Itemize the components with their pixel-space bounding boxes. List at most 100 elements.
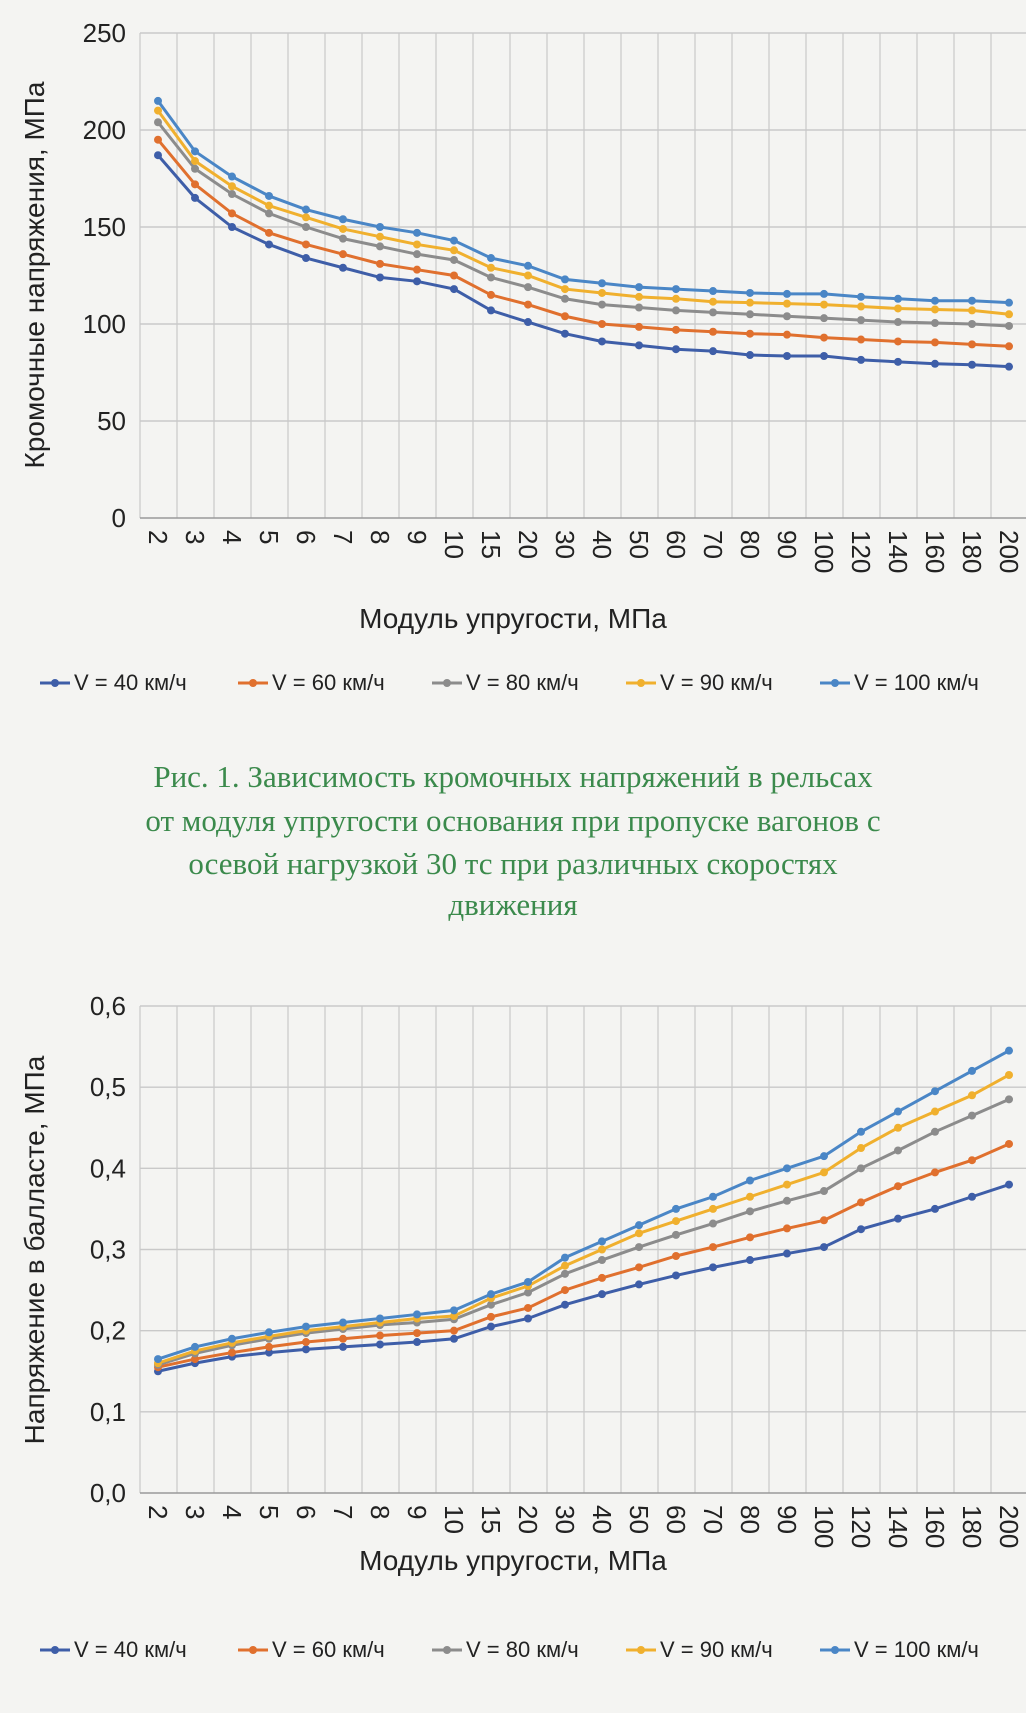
data-point xyxy=(561,285,569,294)
series-line xyxy=(156,100,1010,305)
data-point xyxy=(894,1214,902,1223)
data-point xyxy=(487,1290,495,1299)
data-point xyxy=(709,1243,717,1252)
y-tick-label: 0,0 xyxy=(90,1478,126,1508)
series-40-kmh xyxy=(154,151,1013,371)
data-point xyxy=(265,1328,273,1337)
data-point xyxy=(635,341,643,350)
data-point xyxy=(1005,298,1013,307)
data-point xyxy=(413,250,421,259)
data-point xyxy=(672,294,680,303)
data-point xyxy=(968,360,976,369)
series-line xyxy=(157,1183,1010,1373)
caption-line: Рис. 1. Зависимость кромочных напряжений… xyxy=(153,759,873,794)
data-point xyxy=(265,1342,273,1351)
x-tick-label: 80 xyxy=(735,530,765,559)
caption-line: осевой нагрузкой 30 тс при различных ско… xyxy=(188,846,838,881)
data-point xyxy=(154,118,162,127)
data-point xyxy=(450,271,458,280)
x-tick-label: 8 xyxy=(365,530,395,544)
x-tick-label: 140 xyxy=(883,530,913,573)
data-point xyxy=(228,209,236,218)
y-tick-label: 0,2 xyxy=(90,1316,126,1346)
legend-label: V = 80 км/ч xyxy=(466,670,579,695)
data-point xyxy=(968,306,976,315)
data-point xyxy=(154,106,162,115)
data-point xyxy=(1005,1095,1013,1104)
data-point xyxy=(968,1091,976,1100)
legend-label: V = 100 км/ч xyxy=(854,1637,979,1662)
legend-marker xyxy=(249,1646,257,1654)
x-tick-label: 10 xyxy=(439,1505,469,1534)
data-point xyxy=(635,303,643,312)
data-point xyxy=(524,1288,532,1297)
data-point xyxy=(450,285,458,294)
data-point xyxy=(894,1182,902,1191)
data-point xyxy=(413,240,421,249)
legend-marker xyxy=(51,1646,59,1654)
data-point xyxy=(709,287,717,296)
data-point xyxy=(820,300,828,309)
data-point xyxy=(857,355,865,364)
data-point xyxy=(524,1277,532,1286)
x-tick-label: 200 xyxy=(994,530,1024,573)
data-point xyxy=(228,172,236,181)
series-line xyxy=(157,1142,1010,1369)
legend-label: V = 80 км/ч xyxy=(466,1637,579,1662)
data-point xyxy=(709,1219,717,1228)
series-60-kmh xyxy=(154,1139,1013,1372)
data-point xyxy=(746,329,754,338)
x-tick-label: 50 xyxy=(624,530,654,559)
data-point xyxy=(783,1224,791,1233)
x-tick-label: 30 xyxy=(550,530,580,559)
data-point xyxy=(228,1334,236,1343)
data-point xyxy=(561,329,569,338)
data-point xyxy=(783,1180,791,1189)
data-point xyxy=(857,316,865,325)
data-point xyxy=(598,288,606,297)
data-point xyxy=(894,357,902,366)
data-point xyxy=(746,351,754,360)
data-point xyxy=(154,151,162,160)
data-point xyxy=(931,1204,939,1213)
x-tick-label: 80 xyxy=(735,1505,765,1534)
data-point xyxy=(709,1192,717,1201)
data-point xyxy=(672,306,680,315)
data-point xyxy=(672,285,680,294)
data-point xyxy=(487,306,495,315)
data-point xyxy=(709,327,717,336)
x-tick-label: 90 xyxy=(772,530,802,559)
data-point xyxy=(339,224,347,233)
x-tick-label: 40 xyxy=(587,530,617,559)
x-tick-label: 140 xyxy=(883,1505,913,1548)
data-point xyxy=(376,232,384,241)
data-point xyxy=(598,1245,606,1254)
data-point xyxy=(487,263,495,272)
data-point xyxy=(561,1261,569,1270)
data-point xyxy=(746,1207,754,1216)
data-point xyxy=(524,318,532,327)
data-point xyxy=(635,283,643,292)
data-point xyxy=(598,1256,606,1265)
data-point xyxy=(487,1300,495,1309)
data-point xyxy=(746,1256,754,1265)
data-point xyxy=(783,330,791,339)
data-point xyxy=(709,347,717,356)
x-tick-label: 50 xyxy=(624,1505,654,1534)
data-point xyxy=(265,240,273,249)
data-point xyxy=(302,1345,310,1354)
data-point xyxy=(857,1144,865,1153)
data-point xyxy=(1005,310,1013,319)
data-point xyxy=(376,242,384,251)
legend-label: V = 40 км/ч xyxy=(74,1637,187,1662)
data-point xyxy=(783,312,791,321)
data-point xyxy=(746,288,754,297)
data-point xyxy=(413,265,421,274)
data-point xyxy=(672,1217,680,1226)
x-axis-title: Модуль упругости, МПа xyxy=(359,603,667,634)
data-point xyxy=(635,1280,643,1289)
data-point xyxy=(598,1273,606,1282)
x-tick-label: 8 xyxy=(365,1505,395,1519)
data-point xyxy=(265,1348,273,1357)
data-point xyxy=(302,1322,310,1331)
